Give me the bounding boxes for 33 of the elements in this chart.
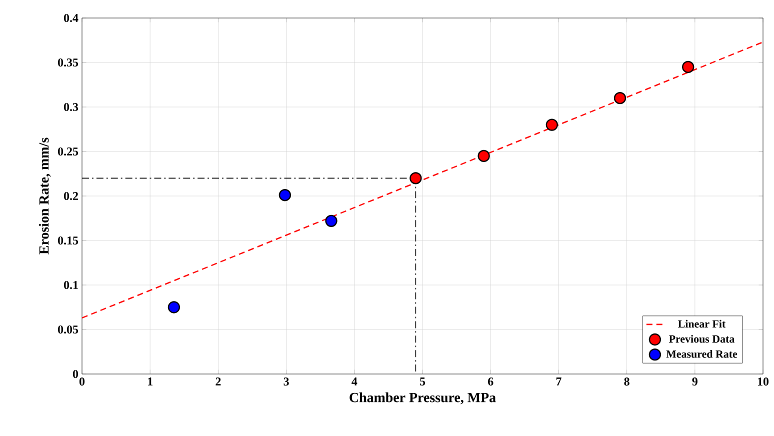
x-tick-label: 8 xyxy=(624,378,630,386)
y-tick-label: 0.4 xyxy=(64,14,78,22)
x-tick-label: 4 xyxy=(352,378,358,386)
x-tick-label: 5 xyxy=(420,378,426,386)
point xyxy=(325,214,338,227)
point xyxy=(546,118,558,131)
point xyxy=(168,301,180,314)
point xyxy=(410,172,422,184)
x-tick-label: 7 xyxy=(556,378,562,386)
y-tick-label: 0.15 xyxy=(58,236,78,245)
x-tick-label: 1 xyxy=(148,378,152,386)
x-tick-label: 6 xyxy=(488,378,494,386)
y-tick-label: 0 xyxy=(72,370,78,378)
x-tick-label: 10 xyxy=(758,378,769,386)
point xyxy=(614,92,626,104)
y-tick-label: 0.25 xyxy=(58,147,78,156)
x-tick-label: 2 xyxy=(216,378,221,386)
point xyxy=(682,60,694,74)
point xyxy=(478,150,490,162)
y-tick-label: 0.35 xyxy=(58,58,78,67)
x-tick-label: 0 xyxy=(79,378,85,386)
point xyxy=(278,189,292,202)
y-tick-label: 0.3 xyxy=(64,102,78,112)
legend-label: Measured Rate xyxy=(666,350,738,358)
y-tick-label: 0.2 xyxy=(64,192,78,200)
y-axis-title: Erosion Rate, mm/s xyxy=(38,138,51,254)
x-axis-title: Chamber Pressure, MPa xyxy=(350,392,496,404)
legend-label: Linear Fit xyxy=(678,320,726,328)
x-tick-label: 3 xyxy=(284,378,289,386)
x-tick-label: 9 xyxy=(692,378,698,386)
y-tick-label: 0.05 xyxy=(58,325,78,334)
legend-label: Previous Data xyxy=(669,334,734,343)
y-tick-label: 0.1 xyxy=(64,280,78,290)
